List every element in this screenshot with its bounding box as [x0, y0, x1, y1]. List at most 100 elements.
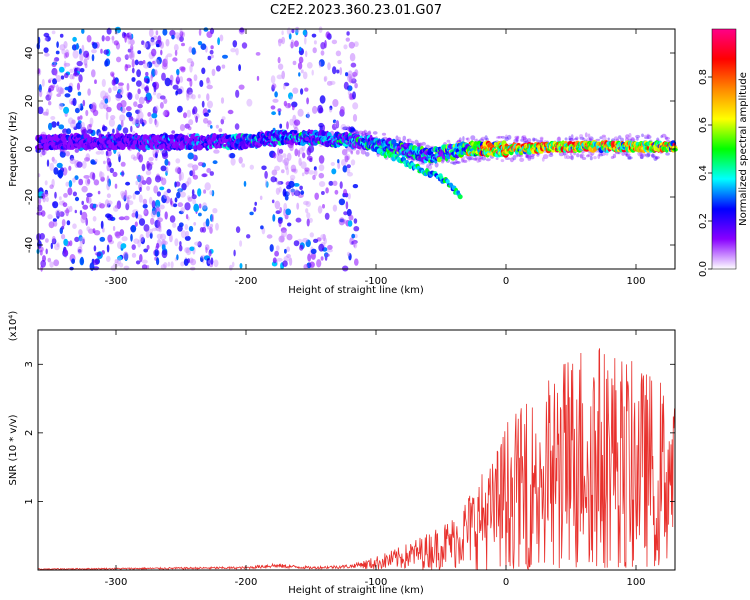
heatmap-noise-point — [152, 149, 156, 157]
heatmap-noise-point — [117, 257, 122, 265]
heatmap-noise-point — [293, 240, 300, 247]
heatmap-noise-point — [279, 207, 283, 213]
heatmap-noise-point — [402, 135, 407, 141]
heatmap-noise-point — [108, 118, 115, 127]
heatmap-noise-point — [323, 237, 327, 245]
heatmap-noise-point — [156, 56, 162, 65]
colorbar-label: Normalized spectral amplitude — [738, 72, 749, 226]
x-tick-label: -100 — [365, 276, 388, 287]
heatmap-noise-point — [166, 53, 173, 58]
heatmap-noise-point — [99, 170, 103, 178]
heatmap-noise-point — [106, 255, 111, 262]
colorbar-tick-label: 0.8 — [698, 69, 709, 85]
heatmap-noise-point — [416, 142, 421, 147]
heatmap-noise-point — [276, 257, 283, 262]
heatmap-noise-point — [176, 191, 181, 199]
heatmap-noise-point — [90, 159, 96, 165]
heatmap-noise-point — [497, 135, 503, 139]
colorbar-gradient — [711, 28, 737, 270]
heatmap-noise-point — [323, 75, 328, 82]
heatmap-noise-point — [352, 114, 358, 122]
heatmap-noise-point — [119, 262, 124, 268]
heatmap-noise-point — [156, 191, 161, 197]
heatmap-noise-point — [289, 118, 294, 126]
heatmap-noise-point — [290, 164, 297, 172]
heatmap-noise-point — [106, 244, 110, 253]
heatmap-noise-point — [212, 208, 218, 214]
heatmap-noise-point — [110, 265, 117, 272]
heatmap-noise-point — [202, 202, 208, 210]
heatmap-noise-point — [82, 204, 89, 210]
heatmap-noise-point — [476, 155, 482, 160]
heatmap-noise-point — [45, 238, 49, 243]
heatmap-noise-point — [134, 221, 138, 227]
heatmap-noise-point — [209, 190, 213, 196]
heatmap-noise-point — [345, 37, 350, 42]
heatmap-noise-point — [114, 259, 119, 264]
heatmap-noise-point — [204, 182, 211, 191]
heatmap-noise-point — [509, 157, 514, 163]
heatmap-noise-point — [133, 156, 138, 161]
heatmap-noise-point — [105, 213, 112, 218]
heatmap-noise-point — [298, 56, 304, 64]
heatmap-noise-point — [272, 257, 277, 264]
heatmap-noise-point — [49, 261, 54, 268]
heatmap-noise-point — [313, 40, 317, 45]
heatmap-noise-point — [55, 75, 62, 82]
heatmap-noise-point — [80, 215, 86, 224]
heatmap-noise-point — [358, 130, 364, 135]
heatmap-noise-point — [504, 134, 508, 140]
heatmap-noise-point — [198, 28, 202, 36]
heatmap-noise-point — [59, 87, 65, 95]
heatmap-noise-point — [625, 153, 629, 157]
heatmap-noise-point — [181, 42, 185, 47]
heatmap-noise-point — [217, 37, 221, 46]
heatmap-noise-point — [193, 222, 197, 226]
heatmap-noise-point — [167, 161, 171, 166]
heatmap-noise-point — [573, 138, 578, 141]
heatmap-noise-point — [135, 109, 141, 115]
heatmap-noise-point — [72, 75, 75, 80]
heatmap-noise-point — [123, 251, 129, 260]
heatmap-noise-point — [198, 212, 202, 217]
x-tick-label: 0 — [503, 577, 509, 588]
heatmap-noise-point — [293, 183, 300, 187]
heatmap-noise-point — [294, 188, 299, 197]
heatmap-noise-point — [495, 136, 501, 139]
heatmap-noise-point — [521, 136, 524, 140]
heatmap-noise-point — [81, 185, 88, 193]
heatmap-noise-point — [50, 242, 53, 250]
heatmap-noise-point — [288, 180, 295, 188]
heatmap-noise-point — [299, 46, 302, 52]
heatmap-noise-point — [161, 72, 166, 81]
heatmap-noise-point — [292, 60, 297, 66]
heatmap-noise-point — [313, 166, 317, 171]
heatmap-noise-point — [165, 55, 169, 64]
heatmap-noise-point — [61, 219, 66, 227]
heatmap-noise-point — [347, 70, 353, 79]
heatmap-noise-point — [175, 158, 181, 164]
heatmap-noise-point — [86, 129, 94, 134]
heatmap-noise-point — [106, 182, 110, 191]
heatmap-noise-point — [154, 69, 158, 76]
heatmap-noise-point — [159, 233, 167, 241]
heatmap-noise-point — [329, 105, 333, 111]
heatmap-noise-point — [197, 161, 204, 167]
heatmap-noise-point — [130, 125, 133, 133]
heatmap-noise-point — [187, 163, 194, 168]
heatmap-noise-point — [613, 136, 619, 141]
heatmap-noise-point — [82, 238, 85, 245]
heatmap-noise-point — [575, 136, 579, 140]
heatmap-noise-point — [222, 54, 228, 59]
heatmap-noise-point — [568, 135, 572, 141]
heatmap-noise-point — [318, 155, 325, 164]
heatmap-noise-point — [125, 106, 132, 112]
heatmap-noise-point — [48, 122, 53, 131]
heatmap-noise-point — [152, 60, 156, 65]
heatmap-noise-point — [63, 193, 68, 198]
heatmap-noise-point — [274, 91, 278, 98]
heatmap-noise-point — [197, 188, 202, 197]
heatmap-noise-point — [148, 196, 153, 205]
heatmap-noise-point — [72, 72, 80, 77]
heatmap-noise-point — [277, 181, 284, 185]
